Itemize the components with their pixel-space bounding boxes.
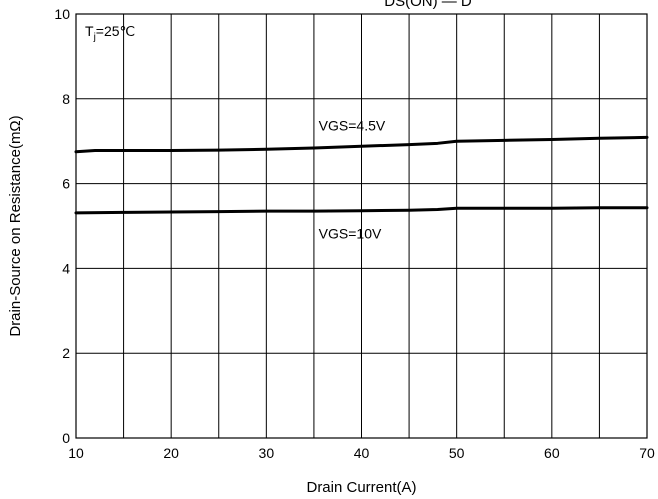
y-tick-label: 6 xyxy=(62,176,70,192)
x-axis-title: Drain Current(A) xyxy=(306,479,416,496)
y-tick-label: 10 xyxy=(54,6,70,22)
x-tick-label: 10 xyxy=(68,445,84,461)
series-layer xyxy=(74,135,649,215)
y-tick-label: 2 xyxy=(62,345,70,361)
y-axis-title: Drain-Source on Resistance(mΩ) xyxy=(7,115,24,336)
x-tick-label: 40 xyxy=(354,445,370,461)
series-line-1 xyxy=(74,206,649,215)
x-tick-label: 20 xyxy=(163,445,179,461)
series-label-vgs-4-5v: VGS=4.5V xyxy=(319,118,386,134)
condition-subscript: j xyxy=(93,32,96,43)
tick-layer: 10 20 30 40 50 60 70 0 2 4 6 8 10 xyxy=(54,6,655,461)
plot-frame xyxy=(75,13,648,439)
x-tick-label: 70 xyxy=(639,445,655,461)
y-tick-label: 0 xyxy=(62,430,70,446)
x-tick-label: 30 xyxy=(259,445,275,461)
condition-t: T xyxy=(85,23,94,39)
y-tick-label: 8 xyxy=(62,91,70,107)
x-tick-label: 60 xyxy=(544,445,560,461)
x-tick-label: 50 xyxy=(449,445,465,461)
chart-title-partial: DS(ON) — D xyxy=(384,0,472,10)
y-tick-label: 4 xyxy=(62,260,70,276)
condition-value: =25℃ xyxy=(96,23,135,39)
grid xyxy=(76,14,647,438)
series-label-vgs-10v: VGS=10V xyxy=(319,226,382,242)
series-line-0 xyxy=(74,135,649,154)
condition-annotation: Tj=25℃ xyxy=(85,23,135,43)
